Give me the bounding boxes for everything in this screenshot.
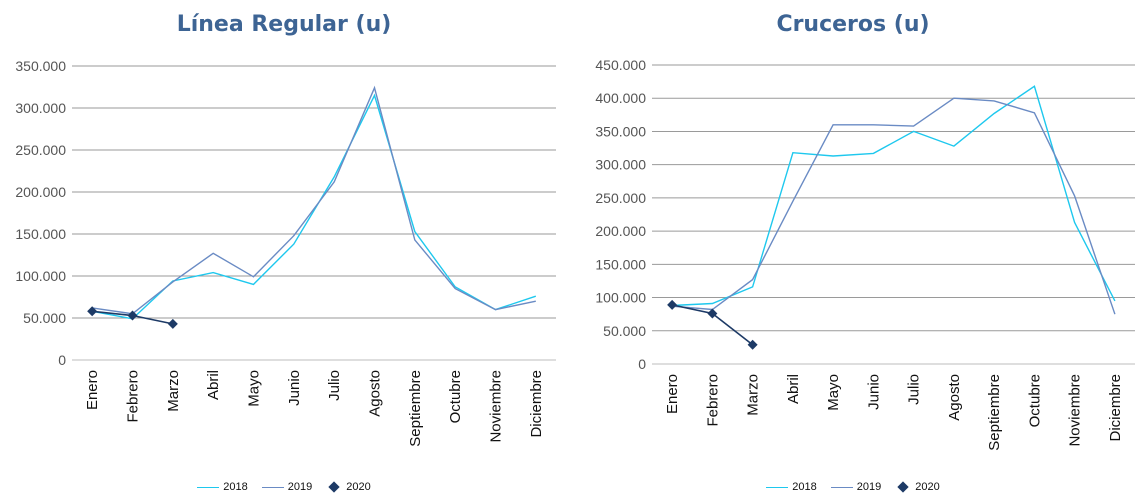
legend-label: 2019 xyxy=(287,481,313,493)
chart-legend: 2018 2019 2020 xyxy=(568,481,1138,493)
x-category-label: Abril xyxy=(785,374,802,404)
data-point-2020 xyxy=(127,310,138,321)
y-tick-label: 450.000 xyxy=(595,57,646,73)
data-point-2020 xyxy=(747,339,758,350)
x-category-label: Marzo xyxy=(745,374,762,416)
legend-swatch xyxy=(766,486,789,488)
legend-item-2018: 2018 xyxy=(197,481,248,493)
x-category-label: Agosto xyxy=(946,374,963,421)
legend-swatch xyxy=(197,486,220,488)
y-tick-label: 200.000 xyxy=(595,223,646,239)
x-category-label: Junio xyxy=(865,374,882,410)
x-category-label: Mayo xyxy=(825,374,842,411)
chart-linea-regular: Línea Regular (u) 0 50.000 100.000 150.000 2… xyxy=(0,0,568,497)
x-category-label: Febrero xyxy=(704,374,721,427)
x-category-label: Mayo xyxy=(246,370,263,407)
x-category-label: Junio xyxy=(286,370,303,406)
data-point-2020 xyxy=(87,306,98,317)
y-tick-label: 250.000 xyxy=(595,190,646,206)
data-point-2020 xyxy=(167,318,178,329)
legend-diamond-marker xyxy=(897,481,909,493)
y-tick-label: 150.000 xyxy=(15,226,66,242)
y-tick-label: 400.000 xyxy=(595,90,646,106)
y-tick-label: 100.000 xyxy=(595,290,646,306)
chart-title: Línea Regular (u) xyxy=(176,12,392,37)
x-category-label: Febrero xyxy=(125,370,142,423)
y-tick-label: 100.000 xyxy=(15,268,66,284)
x-category-label: Diciembre xyxy=(528,370,545,438)
chart-legend: 2018 2019 2020 xyxy=(0,481,568,493)
legend-item-2019: 2019 xyxy=(261,481,313,493)
x-category-label: Abril xyxy=(205,370,222,400)
x-category-label: Julio xyxy=(906,374,923,405)
legend-item-2019: 2019 xyxy=(830,481,882,493)
chart-title: Cruceros (u) xyxy=(776,12,930,37)
x-category-label: Agosto xyxy=(367,370,384,417)
legend-label: 2020 xyxy=(346,481,371,493)
legend-diamond-marker xyxy=(328,481,340,493)
chart-plot-area: 0 50.000 100.000 150.000 200.000 250.000 300.0… xyxy=(595,57,1135,451)
x-category-label: Diciembre xyxy=(1107,374,1124,442)
y-tick-label: 300.000 xyxy=(15,100,66,116)
data-point-2020 xyxy=(707,308,718,319)
y-tick-label: 250.000 xyxy=(15,142,66,158)
y-tick-label: 50.000 xyxy=(603,323,646,339)
y-tick-label: 300.000 xyxy=(595,157,646,173)
x-category-label: Septiembre xyxy=(986,374,1003,451)
x-category-label: Octubre xyxy=(1026,374,1043,427)
y-tick-label: 350.000 xyxy=(595,123,646,139)
x-category-label: Marzo xyxy=(165,370,182,412)
series-line-2018 xyxy=(92,93,537,320)
legend-item-2018: 2018 xyxy=(766,481,817,493)
y-tick-label: 0 xyxy=(58,352,66,368)
x-category-label: Octubre xyxy=(447,370,464,423)
y-tick-label: 150.000 xyxy=(595,256,646,272)
legend-item-2020: 2020 xyxy=(326,481,371,493)
chart-cruceros: Cruceros (u) 0 50.000 100.000 150.000 200.00… xyxy=(568,0,1138,497)
chart-plot-area: 0 50.000 100.000 150.000 200.000 250.000 300.0… xyxy=(15,58,556,447)
x-category-label: Noviembre xyxy=(488,370,505,443)
x-category-label: Julio xyxy=(326,370,343,401)
y-tick-label: 50.000 xyxy=(23,310,66,326)
x-category-label: Noviembre xyxy=(1067,374,1084,447)
x-category-label: Septiembre xyxy=(407,370,424,447)
legend-swatch xyxy=(261,486,284,488)
legend-item-2020: 2020 xyxy=(895,481,940,493)
legend-label: 2019 xyxy=(856,481,882,493)
legend-swatch xyxy=(830,486,853,488)
series-line-2019 xyxy=(92,85,536,315)
y-tick-label: 0 xyxy=(638,356,646,372)
series-line-2018 xyxy=(672,85,1116,307)
x-category-label: Enero xyxy=(664,374,681,414)
y-tick-label: 350.000 xyxy=(15,58,66,74)
legend-label: 2018 xyxy=(792,481,817,493)
series-line-2019 xyxy=(672,97,1116,315)
data-point-2020 xyxy=(667,299,678,310)
y-tick-label: 200.000 xyxy=(15,184,66,200)
x-category-label: Enero xyxy=(84,370,101,410)
legend-label: 2018 xyxy=(223,481,248,493)
legend-label: 2020 xyxy=(915,481,940,493)
